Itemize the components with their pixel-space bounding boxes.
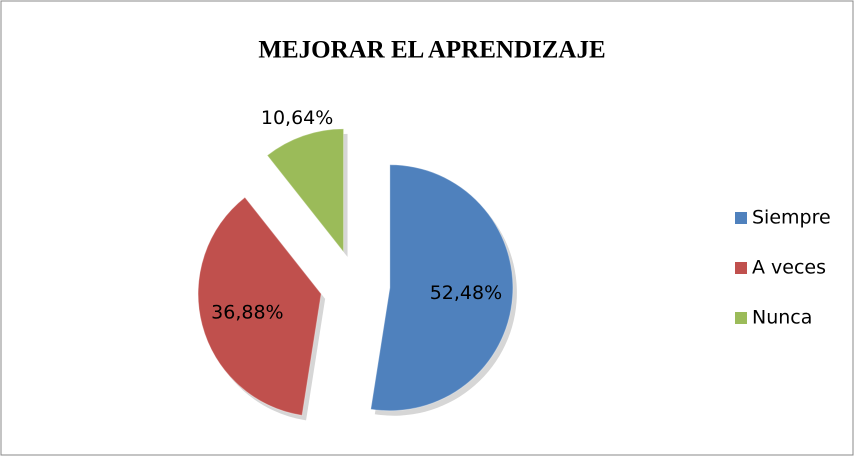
- pie-slice: [197, 196, 322, 416]
- legend-label: A veces: [752, 257, 826, 279]
- pie-slice: [266, 128, 345, 254]
- data-label: 52,48%: [430, 282, 502, 304]
- legend-swatch: [735, 212, 747, 224]
- pie-slice: [370, 164, 514, 412]
- legend-label: Siempre: [752, 207, 831, 229]
- data-label: 10,64%: [261, 107, 333, 129]
- data-label: 36,88%: [211, 302, 283, 324]
- legend-swatch: [735, 262, 747, 274]
- legend-swatch: [735, 312, 747, 324]
- chart-title: MEJORAR EL APRENDIZAJE: [258, 37, 605, 64]
- legend-label: Nunca: [752, 307, 812, 329]
